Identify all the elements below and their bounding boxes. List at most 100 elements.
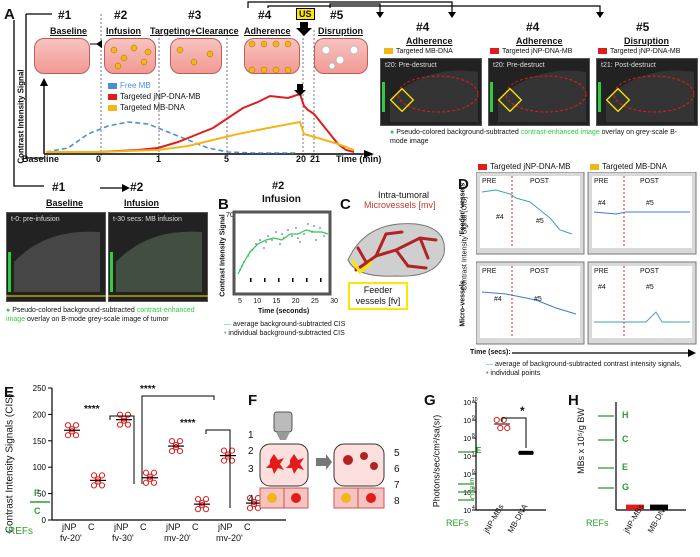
right-note-c: overlay on grey-scale B-mode image — [390, 129, 678, 145]
panel-e-chart: 0 50 100 150 200 250 — [30, 384, 286, 525]
panel-c-feeder: Feeder vessels [fv] — [348, 282, 408, 310]
panel-a-legend: Free MB Targeted jNP-DNA-MB Targeted MB-… — [108, 80, 200, 113]
g-ref-4: C — [470, 494, 476, 501]
b-tick-5: 5 — [238, 298, 242, 305]
d-pre-1: PRE — [482, 178, 497, 185]
panel-d-grid — [476, 172, 697, 345]
g-ytick-label: 10 — [463, 454, 471, 461]
e-point — [150, 479, 158, 486]
e-ref-f: F — [34, 488, 40, 498]
e-point — [250, 499, 258, 506]
f-num-7: 7 — [394, 480, 400, 491]
b-tick-20: 20 — [291, 298, 300, 305]
x-tick-1: 1 — [156, 154, 162, 164]
g-ytick-exp: 10 — [472, 397, 478, 403]
e-xl-2b: fv-30' — [112, 533, 134, 543]
series-mbdna — [46, 120, 355, 153]
e-point — [72, 422, 80, 429]
stage-4-name: Adherence — [244, 26, 291, 36]
right-img-2-num: #4 — [526, 20, 540, 34]
d-post-3: POST — [530, 268, 550, 275]
e-point — [224, 453, 232, 460]
e-point — [220, 457, 228, 464]
e-point — [116, 421, 124, 428]
bottom-img-2-cap: t-30 secs: MB infusion — [113, 216, 182, 223]
e-point — [150, 469, 158, 476]
stage-1-name: Baseline — [50, 26, 88, 36]
e-point — [64, 432, 72, 439]
panel-b-title-num: #2 — [272, 180, 285, 192]
g-ytick-label: 10 — [463, 508, 471, 515]
e-xl-3a: C — [140, 522, 147, 532]
bottom-img-1-num: #1 — [52, 180, 66, 194]
vessel-baseline — [34, 38, 90, 74]
e-ytick-label: 250 — [33, 384, 47, 393]
g-point — [497, 424, 504, 432]
panel-g-letter: G — [424, 392, 436, 409]
d-legend-2-text: Targeted MB-DNA — [602, 162, 667, 171]
panel-g-ylabel: Photons/sec/cm²/sa(sr) — [431, 414, 442, 508]
e-point — [142, 469, 150, 476]
d-legend-2-swatch — [590, 163, 599, 170]
e-point — [98, 482, 106, 489]
h-ref-2: C — [622, 434, 629, 444]
bottom-images-overlay — [6, 231, 208, 297]
panel-c-vessels — [347, 223, 445, 277]
e-sig-bracket-2 — [141, 395, 215, 484]
b-tick-15: 15 — [272, 298, 281, 305]
panel-f-letter: F — [248, 392, 258, 409]
e-ytick-label: 50 — [37, 490, 46, 499]
panel-d-legend-2: Targeted MB-DNA — [590, 162, 667, 171]
bottom-note-bullet: ● — [6, 307, 11, 314]
panel-b-xticks: 5 10 15 20 25 30 — [238, 298, 338, 305]
b-legend-line: average background-subtracted CIS — [232, 321, 346, 328]
h-bar — [626, 504, 644, 510]
f-num-3: 3 — [248, 464, 254, 475]
e-xl-0a: jNP — [62, 522, 77, 532]
d-n4-3: #4 — [494, 296, 502, 303]
right-note-a: Pseudo-colored background-subtracted — [396, 129, 521, 136]
legend-free: Free MB — [120, 81, 151, 90]
g-ytick-exp: 6 — [472, 469, 475, 475]
g-sig-bracket — [501, 417, 527, 448]
e-point — [142, 479, 150, 486]
e-point — [124, 421, 132, 428]
right-img-3-cap: t21: Post-destruct — [601, 62, 656, 69]
g-ref-arrows — [458, 451, 474, 501]
panel-b-legend: — average background-subtracted CIS • in… — [224, 320, 345, 338]
b-legend-dot: individual background-subtracted CIS — [228, 330, 345, 337]
right-img-1-cap: t20: Pre-destruct — [385, 62, 437, 69]
e-refs-label: REFs — [8, 526, 33, 537]
e-point — [94, 478, 102, 485]
series-free-mb — [45, 121, 298, 154]
e-xl-1a: C — [88, 522, 95, 532]
panel-d-time-arrow — [512, 349, 696, 357]
e-point — [246, 505, 254, 512]
d-post-4: POST — [640, 268, 660, 275]
e-point — [90, 472, 98, 479]
x-tick-21: 21 — [310, 154, 321, 164]
bottom-img-2-num: #2 — [130, 180, 144, 194]
f-num-6: 6 — [394, 464, 400, 475]
e-ref-c: C — [34, 506, 41, 516]
d-legend-line: average of background-subtracted contras… — [494, 361, 682, 368]
h-ref-1: H — [622, 410, 629, 420]
e-ytick-label: 150 — [33, 437, 47, 446]
e-sig-1: **** — [84, 404, 100, 415]
e-point — [90, 482, 98, 489]
e-point — [198, 502, 206, 509]
right-note-bullet: ● — [390, 129, 395, 136]
panel-e-ylabel: Contrast Intensity Signals (CIS) — [4, 393, 16, 534]
stage-1-num: #1 — [58, 8, 72, 22]
right-img-1-name: Adherence — [406, 36, 453, 46]
d-legend-1-swatch — [478, 163, 487, 170]
bottom-arrow — [100, 184, 130, 192]
g-ytick-label: 10 — [463, 490, 471, 497]
bottom-note-c: overlay on B-mode grey-scale image of tu… — [25, 316, 169, 323]
d-pre-2: PRE — [594, 178, 609, 185]
e-point — [202, 506, 210, 513]
b-legend-line-swatch: — — [224, 321, 231, 328]
g-point — [493, 416, 500, 424]
legend-free-swatch — [108, 82, 117, 89]
